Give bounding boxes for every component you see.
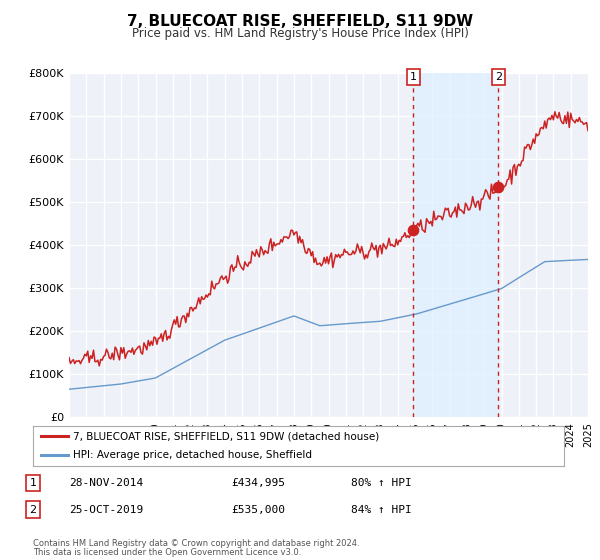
Text: 1: 1 xyxy=(410,72,417,82)
Point xyxy=(493,183,503,192)
Text: 28-NOV-2014: 28-NOV-2014 xyxy=(69,478,143,488)
Text: 7, BLUECOAT RISE, SHEFFIELD, S11 9DW: 7, BLUECOAT RISE, SHEFFIELD, S11 9DW xyxy=(127,14,473,29)
Text: £535,000: £535,000 xyxy=(231,505,285,515)
Text: 25-OCT-2019: 25-OCT-2019 xyxy=(69,505,143,515)
Text: HPI: Average price, detached house, Sheffield: HPI: Average price, detached house, Shef… xyxy=(73,450,312,460)
Text: 1: 1 xyxy=(29,478,37,488)
Text: 84% ↑ HPI: 84% ↑ HPI xyxy=(351,505,412,515)
Point xyxy=(409,226,418,235)
Text: 2: 2 xyxy=(494,72,502,82)
Text: 7, BLUECOAT RISE, SHEFFIELD, S11 9DW (detached house): 7, BLUECOAT RISE, SHEFFIELD, S11 9DW (de… xyxy=(73,432,379,441)
Text: 2: 2 xyxy=(29,505,37,515)
Text: Price paid vs. HM Land Registry's House Price Index (HPI): Price paid vs. HM Land Registry's House … xyxy=(131,27,469,40)
Bar xyxy=(413,73,498,417)
Text: £434,995: £434,995 xyxy=(231,478,285,488)
Text: This data is licensed under the Open Government Licence v3.0.: This data is licensed under the Open Gov… xyxy=(33,548,301,557)
Text: 80% ↑ HPI: 80% ↑ HPI xyxy=(351,478,412,488)
Text: Contains HM Land Registry data © Crown copyright and database right 2024.: Contains HM Land Registry data © Crown c… xyxy=(33,539,359,548)
